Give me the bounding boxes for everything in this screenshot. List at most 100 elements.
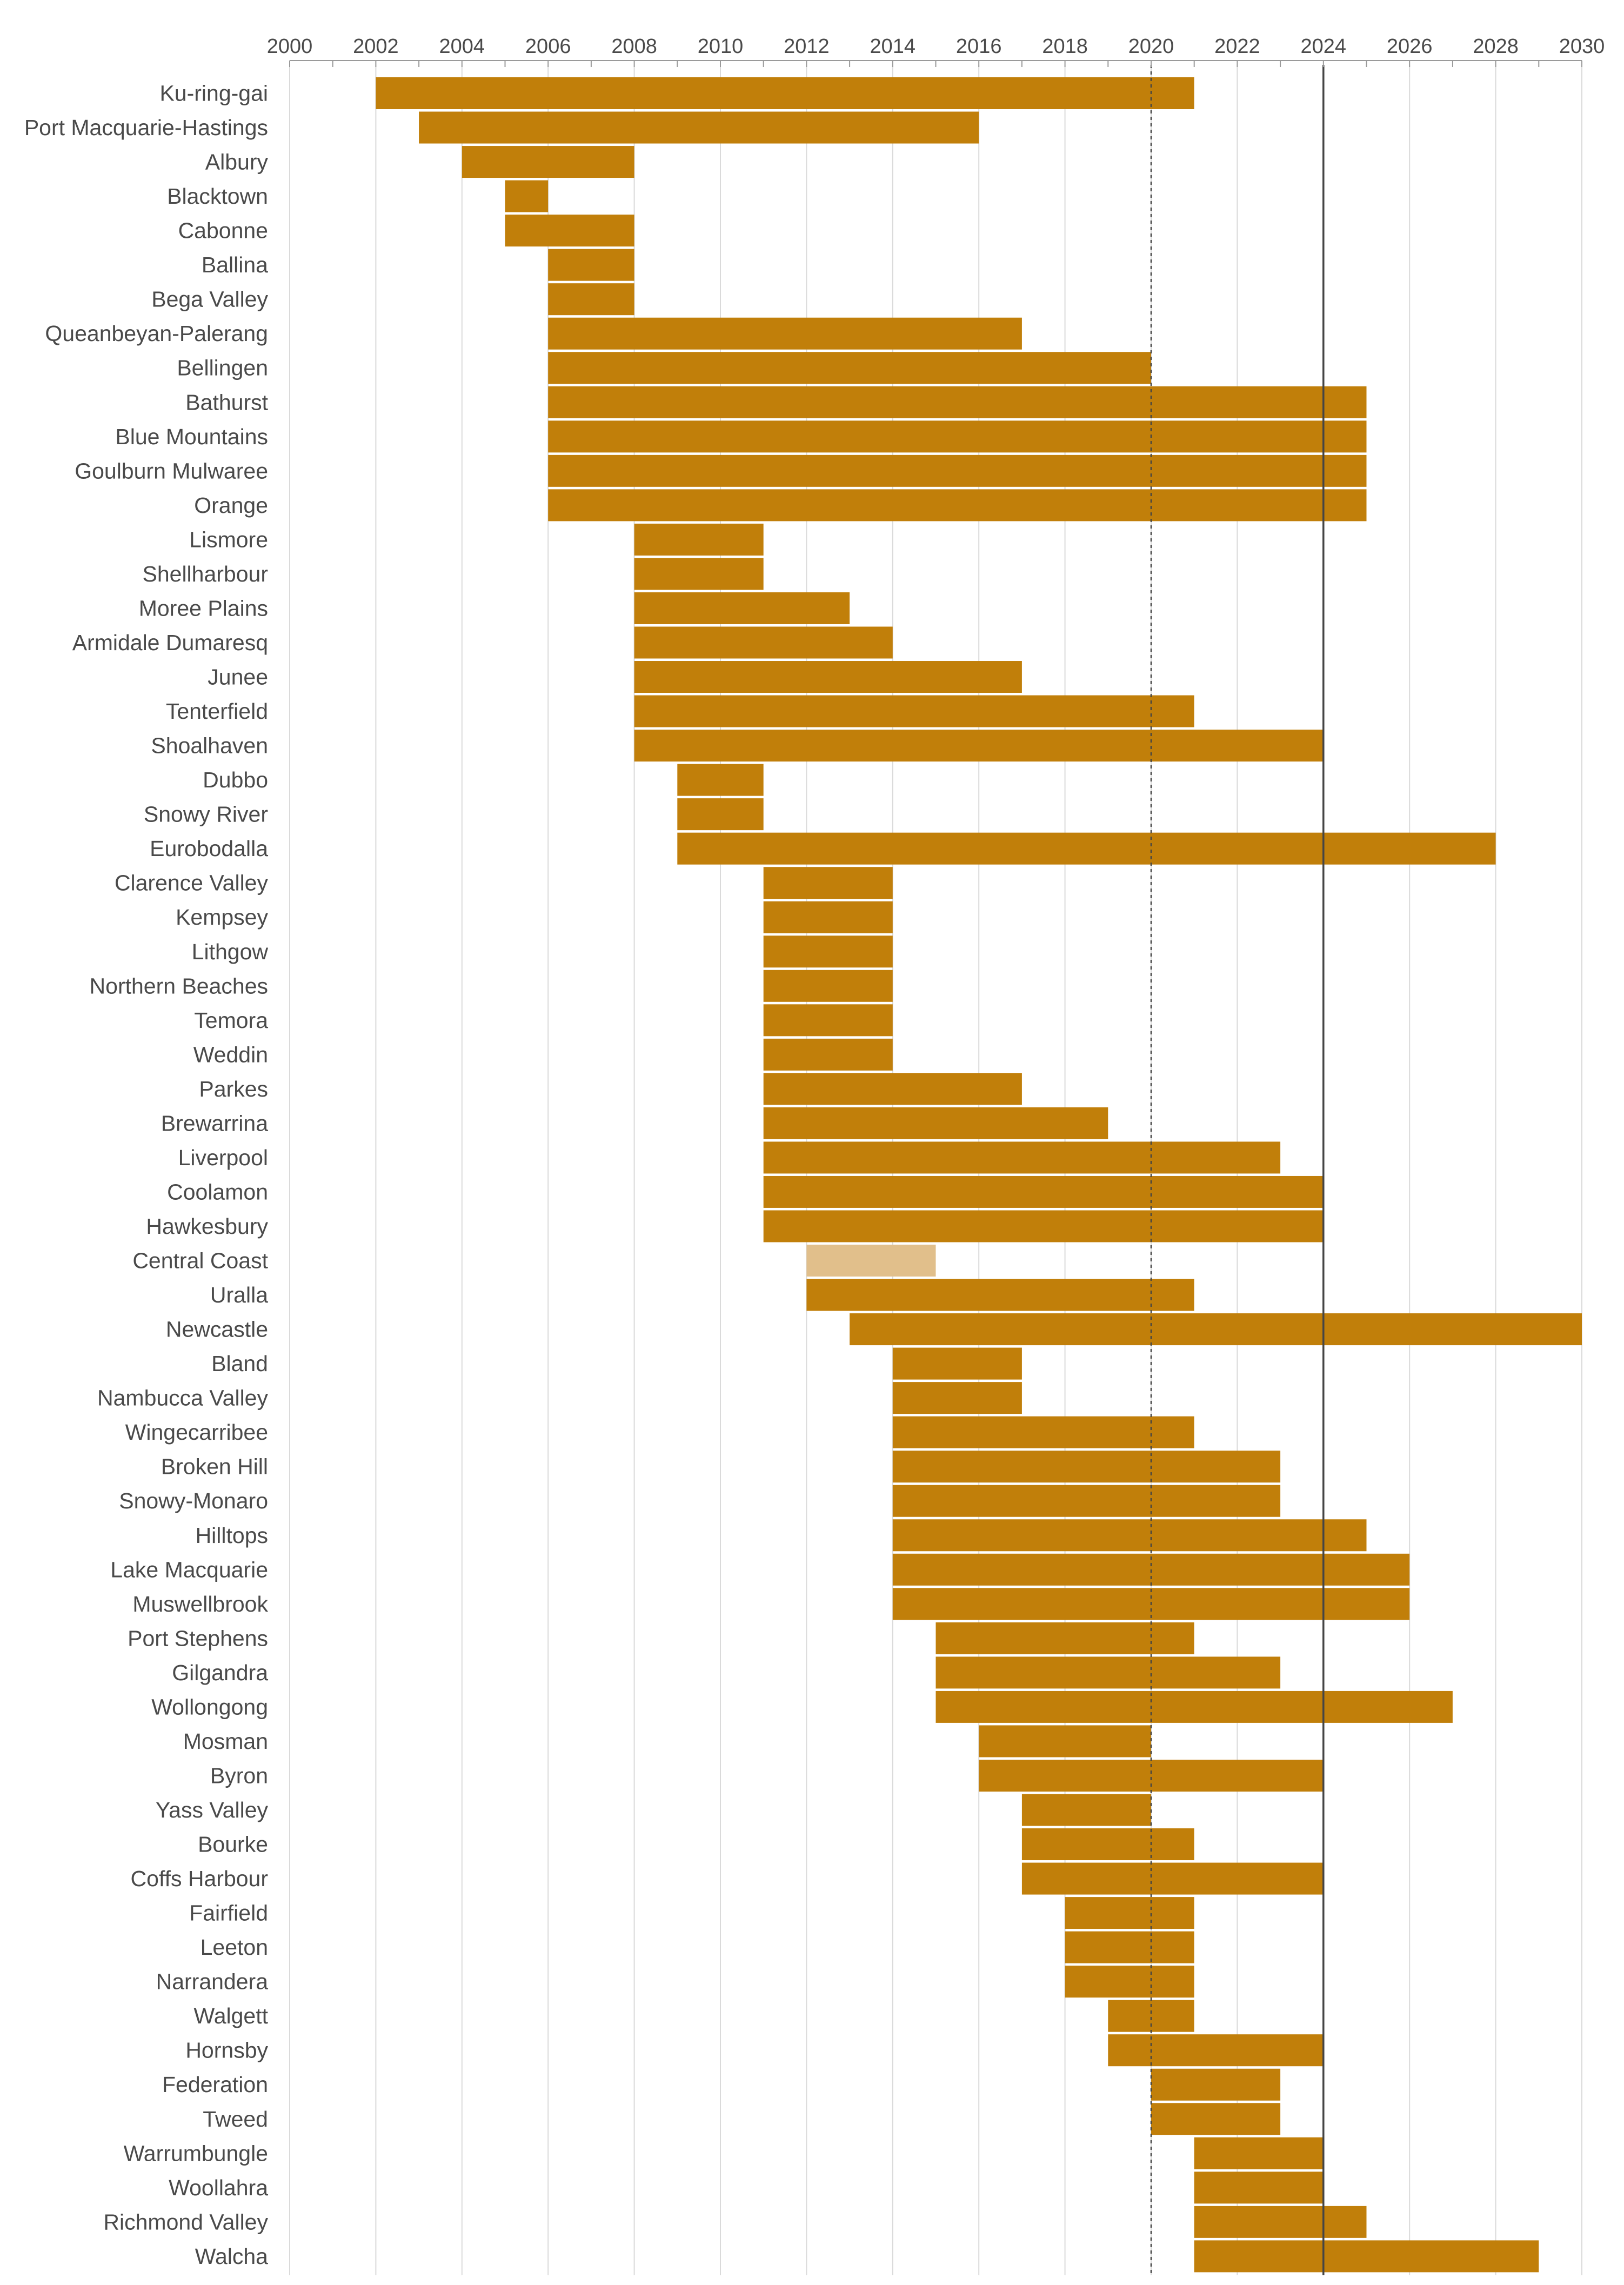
category-label: Central Coast (132, 1248, 268, 1273)
category-label: Byron (210, 1763, 268, 1788)
bar-mosman (979, 1725, 1151, 1758)
category-label: Hornsby (185, 2038, 268, 2063)
category-label: Tenterfield (166, 699, 268, 724)
category-label: Richmond Valley (103, 2209, 268, 2234)
category-label: Broken Hill (161, 1454, 268, 1479)
category-label: Lithgow (192, 939, 269, 964)
bar-port-macquarie-hastings (419, 111, 979, 144)
category-label: Port Stephens (128, 1626, 268, 1651)
category-label: Yass Valley (156, 1798, 269, 1822)
category-label: Moree Plains (139, 596, 268, 620)
category-label: Ku-ring-gai (159, 81, 268, 106)
bar-hornsby (1108, 2034, 1324, 2067)
bar-warrumbungle (1194, 2137, 1324, 2169)
bar-parkes (763, 1073, 1022, 1105)
category-label: Orange (194, 493, 268, 518)
category-label: Leeton (201, 1935, 268, 1960)
category-label: Narrandera (156, 1969, 269, 1994)
category-label: Newcastle (166, 1317, 268, 1342)
category-label: Fairfield (189, 1901, 268, 1926)
x-tick-label: 2008 (611, 35, 657, 58)
category-label: Weddin (193, 1042, 268, 1067)
category-label: Muswellbrook (132, 1592, 268, 1616)
category-label: Clarence Valley (115, 871, 269, 896)
bar-bourke (1021, 1828, 1194, 1861)
category-label: Federation (162, 2072, 268, 2097)
bar-central-coast (806, 1245, 936, 1277)
category-label: Bourke (198, 1832, 268, 1857)
x-tick-label: 2000 (267, 35, 313, 58)
bar-narrandera (1065, 1966, 1194, 1998)
bar-junee (634, 661, 1022, 693)
category-label: Coolamon (167, 1179, 268, 1204)
category-label: Kempsey (176, 905, 268, 930)
category-label: Bellingen (177, 356, 268, 380)
category-label: Eurobodalla (150, 836, 268, 861)
bar-coolamon (763, 1175, 1324, 1208)
x-tick-label: 2006 (525, 35, 571, 58)
x-tick-label: 2012 (784, 35, 830, 58)
x-axis: 2000 2002 2004 2006 2008 2010 2012 2014 2016 2018… (267, 35, 1605, 67)
bar-yass-valley (1021, 1794, 1151, 1826)
x-tick-label: 2016 (956, 35, 1002, 58)
bar-coffs-harbour (1021, 1862, 1324, 1895)
bar-eurobodalla (677, 832, 1496, 865)
x-tick-label: 2004 (439, 35, 485, 58)
x-tick-label: 2002 (353, 35, 399, 58)
bars-layer (376, 77, 1582, 2273)
bar-northern-beaches (763, 970, 893, 1002)
bar-hawkesbury (763, 1210, 1324, 1242)
category-label: Hilltops (196, 1523, 268, 1548)
reference-lines-layer (1150, 65, 1325, 2275)
category-label: Dubbo (203, 767, 268, 792)
bar-dubbo (677, 764, 764, 796)
x-tick-label: 2030 (1559, 35, 1605, 58)
category-label: Hawkesbury (146, 1214, 268, 1239)
bar-clarence-valley (763, 867, 893, 899)
category-label: Bega Valley (151, 287, 268, 312)
category-label: Lismore (189, 527, 268, 552)
bar-newcastle (850, 1313, 1582, 1346)
bar-liverpool (763, 1141, 1281, 1174)
bar-wingecarribee (892, 1416, 1194, 1448)
category-label: Wollongong (151, 1694, 268, 1719)
x-tick-label: 2010 (698, 35, 744, 58)
bar-richmond-valley (1194, 2206, 1367, 2238)
category-label: Snowy River (144, 802, 268, 827)
category-label: Temora (194, 1008, 268, 1033)
category-labels: Ku-ring-gai Port Macquarie-Hastings Albury… (24, 81, 269, 2269)
bar-bland (892, 1347, 1022, 1380)
category-label: Albury (205, 150, 269, 175)
bar-weddin (763, 1038, 893, 1071)
category-label: Warrumbungle (124, 2141, 268, 2166)
category-label: Shoalhaven (151, 733, 268, 758)
bar-bega-valley (548, 283, 634, 316)
category-label: Liverpool (178, 1145, 268, 1170)
bar-tweed (1151, 2103, 1281, 2135)
bar-bellingen (548, 352, 1152, 384)
bar-uralla (806, 1279, 1194, 1311)
bar-ku-ring-gai (376, 77, 1194, 109)
x-tick-label: 2026 (1387, 35, 1433, 58)
category-label: Uralla (210, 1282, 268, 1307)
bar-blue-mountains (548, 420, 1367, 453)
category-label: Tweed (203, 2107, 268, 2132)
category-label: Goulburn Mulwaree (75, 458, 268, 483)
bar-federation (1151, 2068, 1281, 2101)
category-label: Lake Macquarie (110, 1557, 268, 1582)
x-tick-label: 2018 (1042, 35, 1088, 58)
x-tick-label: 2014 (870, 35, 916, 58)
bar-brewarrina (763, 1107, 1108, 1139)
category-label: Gilgandra (172, 1660, 268, 1685)
bar-port-stephens (935, 1622, 1194, 1654)
category-label: Shellharbour (143, 562, 269, 586)
category-label: Coffs Harbour (131, 1866, 268, 1891)
bar-shellharbour (634, 558, 764, 590)
bar-lismore (634, 523, 764, 556)
bar-cabonne (505, 215, 634, 247)
category-label: Cabonne (178, 218, 268, 243)
bar-fairfield (1065, 1897, 1194, 1929)
bar-albury (462, 146, 634, 178)
